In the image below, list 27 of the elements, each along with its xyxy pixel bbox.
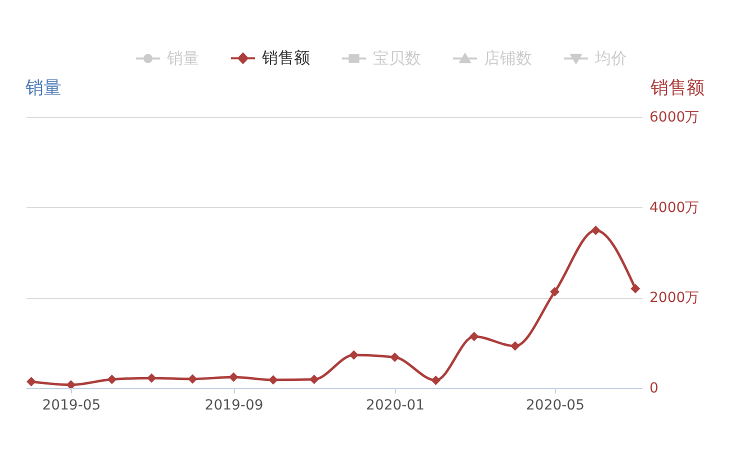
point <box>107 374 117 384</box>
point <box>431 376 441 386</box>
legend-label: 销售额 <box>261 48 310 68</box>
x-tick-label: 2019-05 <box>42 398 101 414</box>
x-tick-label: 2020-01 <box>366 398 425 414</box>
y2-axis-title: 销售额 <box>650 78 704 98</box>
point <box>469 332 479 342</box>
point <box>349 350 359 360</box>
y2-tick-label: 6000万 <box>650 110 700 126</box>
point <box>510 341 520 351</box>
point <box>26 376 36 386</box>
point <box>188 374 198 384</box>
point <box>268 375 278 385</box>
point <box>146 373 156 383</box>
point <box>309 374 319 384</box>
point <box>630 284 640 294</box>
point <box>590 226 600 236</box>
point <box>228 372 238 382</box>
y2-tick-label: 2000万 <box>650 290 700 306</box>
y-axis-title: 销量 <box>24 78 62 98</box>
x-tick-label: 2019-09 <box>204 398 264 414</box>
point <box>390 352 400 362</box>
point <box>550 287 560 297</box>
y2-tick-label: 0 <box>650 380 658 396</box>
point <box>66 380 76 390</box>
x-tick-label: 2020-05 <box>526 398 585 414</box>
y2-tick-label: 4000万 <box>650 200 700 216</box>
